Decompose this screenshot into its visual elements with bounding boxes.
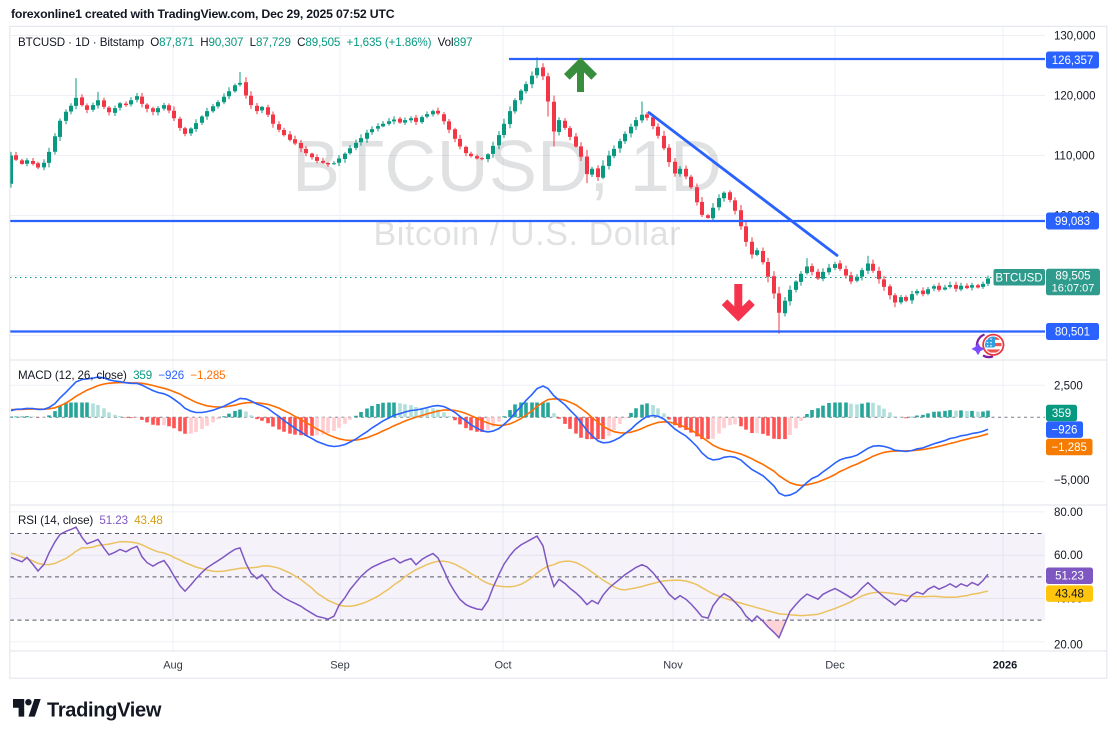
svg-text:BTCUSD, 1D: BTCUSD, 1D: [292, 127, 722, 207]
svg-text:43.48: 43.48: [1055, 589, 1084, 601]
svg-text:16:07:07: 16:07:07: [1052, 283, 1095, 295]
svg-text:359: 359: [1052, 408, 1071, 420]
svg-text:120,000: 120,000: [1054, 91, 1096, 103]
svg-text:99,083: 99,083: [1055, 216, 1090, 228]
svg-text:20.00: 20.00: [1054, 640, 1083, 652]
svg-text:60.00: 60.00: [1054, 550, 1083, 562]
svg-text:Aug: Aug: [163, 660, 183, 672]
svg-text:−5,000: −5,000: [1054, 475, 1090, 487]
svg-text:2026: 2026: [993, 660, 1017, 672]
svg-text:130,000: 130,000: [1054, 31, 1096, 43]
svg-text:2,500: 2,500: [1054, 381, 1083, 393]
svg-text:80.00: 80.00: [1054, 507, 1083, 519]
svg-text:Dec: Dec: [825, 660, 845, 672]
svg-text:TradingView: TradingView: [47, 700, 162, 722]
svg-text:126,357: 126,357: [1052, 55, 1094, 67]
svg-text:80,501: 80,501: [1055, 327, 1090, 339]
svg-text:110,000: 110,000: [1054, 151, 1095, 163]
svg-text:Oct: Oct: [494, 660, 511, 672]
svg-text:51.23: 51.23: [1055, 571, 1084, 583]
svg-text:−1,285: −1,285: [1051, 442, 1087, 454]
svg-text:−926: −926: [1052, 425, 1078, 437]
svg-text:BTCUSD: BTCUSD: [995, 272, 1042, 284]
svg-text:Nov: Nov: [663, 660, 683, 672]
svg-text:89,505: 89,505: [1055, 270, 1090, 282]
svg-text:Sep: Sep: [330, 660, 350, 672]
